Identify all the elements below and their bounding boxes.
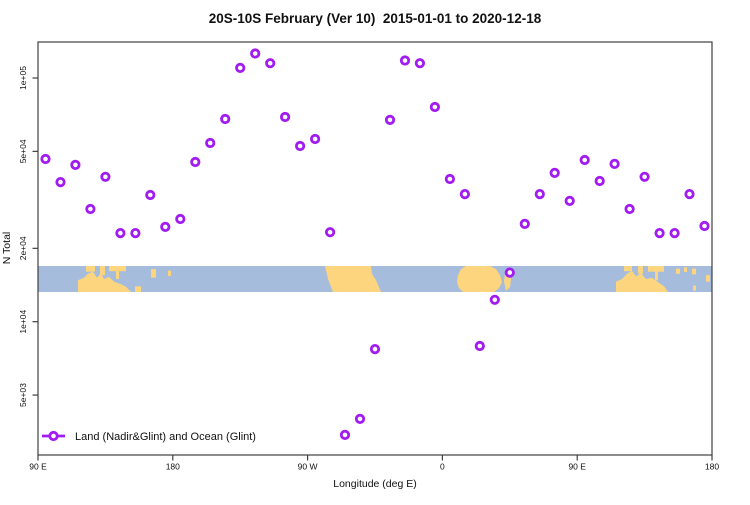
- data-point: [145, 189, 156, 201]
- land-island: [168, 270, 171, 276]
- data-point: [40, 153, 51, 165]
- y-tick-label: 2e+04: [18, 236, 28, 260]
- data-point: [115, 228, 126, 239]
- chart-title: 20S-10S February (Ver 10) 2015-01-01 to …: [209, 11, 542, 26]
- map-strip: [38, 266, 712, 292]
- data-point: [384, 114, 396, 126]
- land-island: [86, 266, 95, 272]
- data-point: [699, 220, 710, 232]
- land-island: [638, 266, 643, 274]
- data-point: [504, 267, 515, 278]
- x-axis: 90 E 180 90 W 0 90 E 180: [29, 455, 719, 472]
- data-point: [639, 171, 650, 182]
- data-point: [309, 133, 321, 145]
- data-point: [235, 62, 246, 74]
- land-island: [116, 266, 119, 279]
- data-point: [279, 111, 291, 123]
- data-point: [594, 175, 605, 187]
- land-mass: [78, 271, 131, 292]
- data-point: [669, 228, 680, 239]
- data-point: [190, 156, 201, 168]
- data-point: [265, 58, 276, 69]
- data-point: [70, 159, 81, 170]
- x-tick-label: 90 E: [568, 462, 586, 472]
- data-point: [294, 140, 306, 152]
- data-point: [414, 58, 425, 69]
- legend: Land (Nadir&Glint) and Ocean (Glint): [42, 430, 256, 443]
- data-point: [444, 173, 455, 185]
- data-point: [324, 227, 336, 238]
- data-point: [130, 228, 141, 239]
- data-point: [474, 340, 485, 352]
- data-point: [429, 101, 440, 113]
- data-point: [220, 113, 231, 125]
- land-island: [676, 268, 680, 274]
- data-point: [624, 203, 635, 215]
- data-point: [519, 218, 530, 229]
- x-tick-label: 0: [440, 462, 445, 472]
- y-axis: 1e+05 5e+04 2e+04 1e+04 5e+03: [18, 66, 38, 407]
- data-point: [459, 189, 470, 200]
- data-point: [175, 213, 186, 225]
- land-island: [100, 266, 105, 276]
- x-tick-label: 90 W: [298, 462, 318, 472]
- data-point: [85, 203, 96, 215]
- data-point: [100, 171, 111, 182]
- land-island: [692, 268, 696, 275]
- data-point: [55, 177, 66, 188]
- data-point: [250, 48, 261, 59]
- x-axis-label: Longitude (deg E): [333, 478, 416, 490]
- y-tick-label: 1e+05: [18, 66, 28, 90]
- x-tick-label: 180: [705, 462, 719, 472]
- land-mass: [457, 266, 502, 292]
- y-tick-label: 1e+04: [18, 309, 28, 333]
- land-island: [151, 269, 156, 278]
- data-point: [354, 413, 366, 424]
- land-island: [706, 275, 710, 282]
- land-mass: [325, 266, 381, 292]
- plot-border: [37, 41, 713, 456]
- data-point: [339, 429, 351, 440]
- data-point: [160, 221, 171, 232]
- data-point: [399, 55, 411, 66]
- x-tick-label: 180: [166, 462, 180, 472]
- data-point: [534, 189, 545, 200]
- land-island: [655, 266, 658, 281]
- y-axis-label: N Total: [1, 232, 13, 265]
- data-point: [579, 154, 590, 166]
- land-island: [624, 266, 632, 272]
- land-island: [356, 267, 361, 272]
- data-point: [205, 137, 216, 149]
- land-island: [684, 267, 687, 272]
- data-point: [489, 294, 500, 305]
- legend-label: Land (Nadir&Glint) and Ocean (Glint): [75, 431, 256, 443]
- data-point: [549, 167, 560, 178]
- y-tick-label: 5e+03: [18, 383, 28, 407]
- y-tick-label: 5e+04: [18, 139, 28, 163]
- data-point: [369, 343, 381, 355]
- land-island: [693, 285, 696, 291]
- x-tick-label: 90 E: [29, 462, 47, 472]
- legend-circle-icon: [48, 430, 59, 442]
- data-point: [609, 158, 620, 169]
- data-point: [654, 228, 665, 239]
- data-points: [40, 48, 710, 440]
- data-point: [684, 189, 695, 200]
- land-island: [135, 286, 141, 292]
- land-mass: [616, 270, 668, 292]
- data-point: [564, 195, 575, 206]
